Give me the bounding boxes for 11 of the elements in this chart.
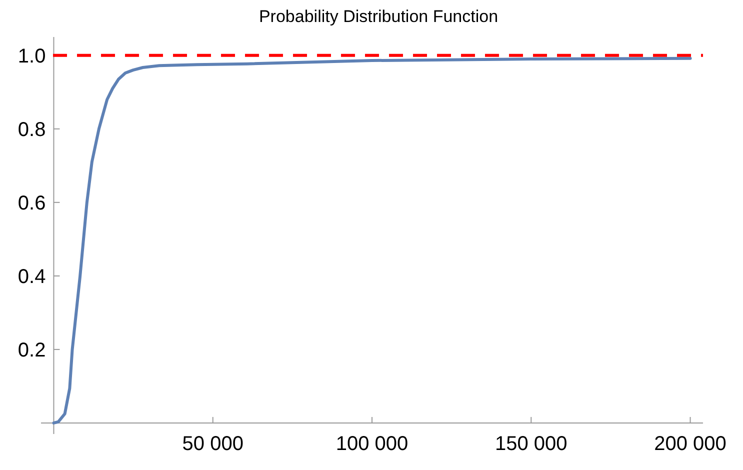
x-tick-label: 100 000	[336, 432, 408, 455]
y-tick-label: 0.2	[18, 339, 46, 362]
y-tick-label: 0.4	[18, 266, 46, 288]
y-tick-label: 1.0	[18, 45, 46, 68]
line-series	[52, 56, 692, 424]
chart-title: Probability Distribution Function	[258, 7, 498, 26]
y-tick-label: 0.8	[18, 118, 46, 141]
x-tick-label: 50 000	[182, 432, 244, 455]
x-tick-label: 150 000	[494, 432, 568, 455]
y-tick-label: 0.6	[18, 192, 46, 214]
x-tick-label: 200 000	[654, 432, 726, 455]
